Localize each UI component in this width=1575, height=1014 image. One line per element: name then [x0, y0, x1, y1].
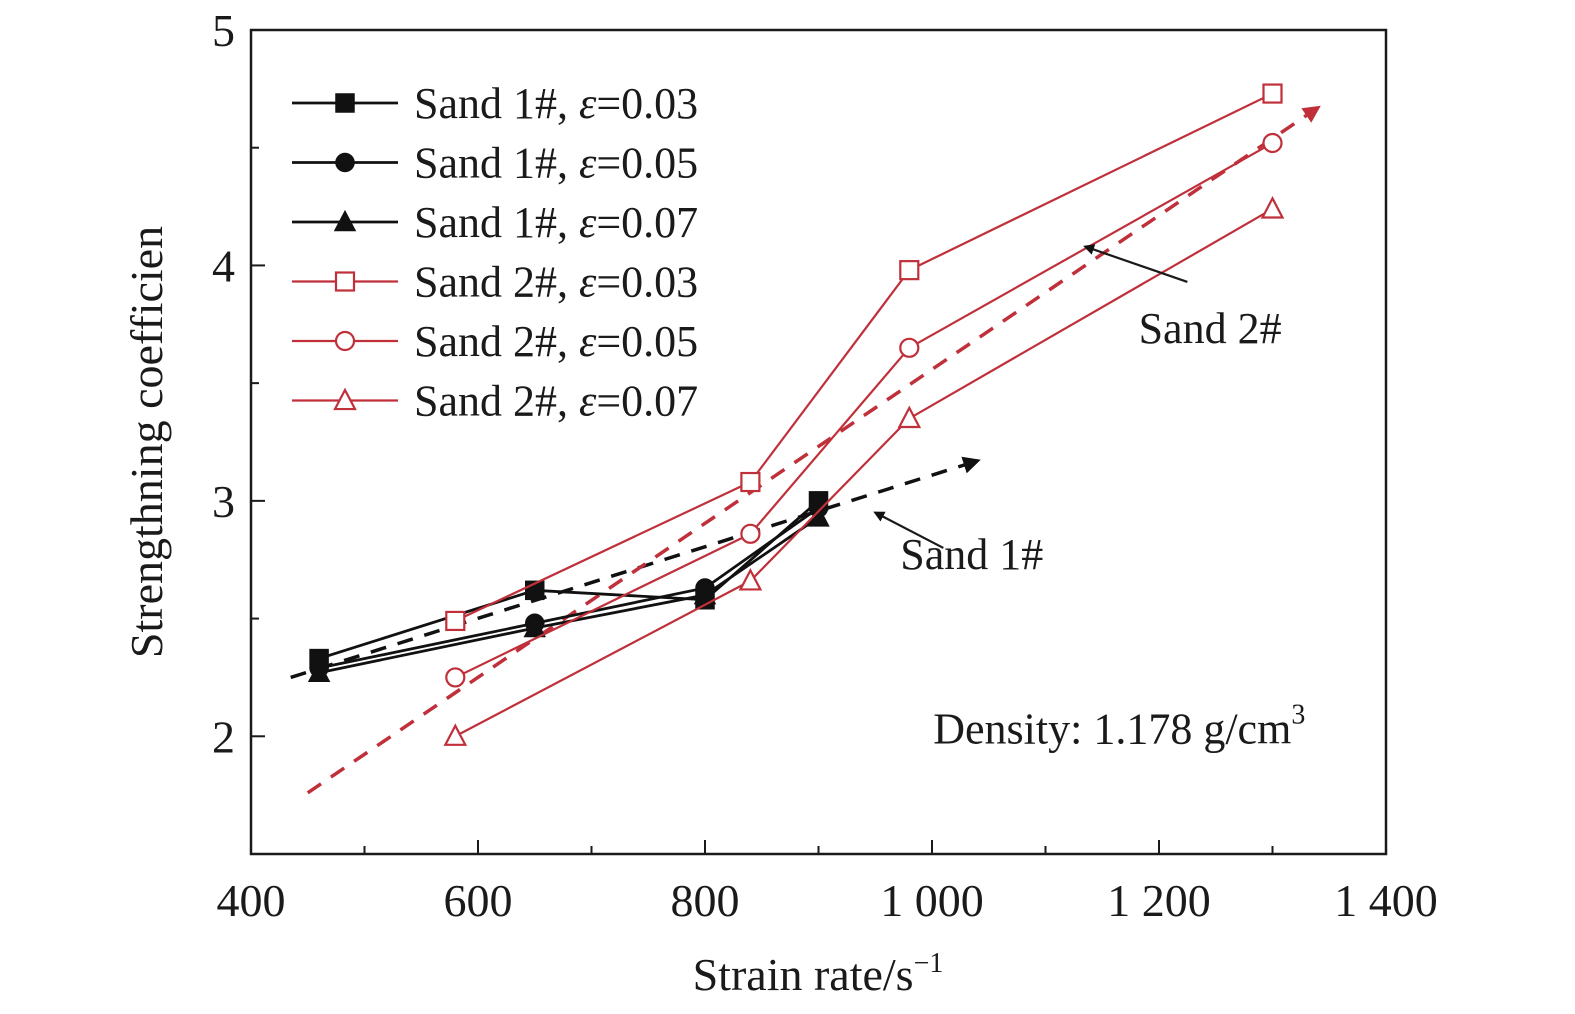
legend-marker — [334, 330, 356, 352]
data-point — [740, 471, 761, 493]
legend-label: Sand 2#, ε=0.03 — [414, 258, 698, 307]
data-point — [899, 260, 920, 281]
annotation-label: Sand 1# — [900, 530, 1043, 579]
annotation-label: Density: 1.178 g/cm3 — [933, 699, 1305, 753]
annotation-label: Sand 2# — [1139, 304, 1282, 353]
annotations: Sand 2# Sand 1# Density: 1.178 g/cm3 — [873, 244, 1305, 753]
data-point — [523, 615, 546, 638]
data-point — [1262, 132, 1283, 154]
x-tick-label: 800 — [671, 875, 740, 926]
y-tick-label: 2 — [212, 711, 235, 762]
data-point — [740, 523, 761, 544]
y-tick-label: 4 — [212, 240, 235, 291]
legend: Sand 1#, ε=0.03 Sand 1#, ε=0.05 Sand 1#, ε… — [292, 79, 698, 426]
legend-entry: Sand 2#, ε=0.03 — [292, 258, 698, 307]
legend-marker — [333, 209, 357, 232]
data-point — [1262, 83, 1283, 104]
data-point — [307, 660, 331, 683]
legend-marker — [335, 93, 355, 113]
x-tick-label: 400 — [217, 875, 286, 926]
legend-marker — [335, 152, 355, 173]
legend-entry: Sand 1#, ε=0.03 — [292, 79, 698, 128]
x-tick-label: 1 400 — [1334, 875, 1438, 926]
legend-marker — [333, 387, 357, 411]
data-point — [1260, 196, 1285, 219]
series-line — [454, 207, 1274, 738]
legend-marker — [334, 271, 356, 292]
series-line — [318, 499, 820, 660]
y-tick-label: 3 — [212, 476, 235, 527]
trend-line-sand1 — [290, 456, 981, 680]
annotation-arrow — [873, 511, 944, 549]
axis-ticks: 400 600 800 1 000 1 200 1 400 2 3 4 5 — [212, 5, 1438, 926]
data-point — [445, 667, 466, 688]
x-tick-label: 1 200 — [1107, 875, 1211, 926]
data-point — [899, 337, 920, 358]
data-point — [738, 567, 763, 591]
legend-entry: Sand 1#, ε=0.07 — [292, 198, 698, 247]
series-3 — [307, 505, 830, 683]
legend-label: Sand 1#, ε=0.03 — [414, 79, 698, 128]
legend-label: Sand 1#, ε=0.05 — [414, 139, 698, 188]
legend-label: Sand 2#, ε=0.05 — [414, 317, 698, 366]
legend-entry: Sand 2#, ε=0.05 — [292, 317, 698, 366]
series-line — [318, 506, 820, 670]
legend-entry: Sand 2#, ε=0.07 — [292, 377, 698, 426]
series-6 — [443, 196, 1285, 746]
x-axis-label: Strain rate/s−1 — [693, 948, 944, 1000]
x-tick-label: 1 000 — [880, 875, 984, 926]
series-line — [318, 516, 820, 675]
trend-lines — [290, 105, 1321, 795]
y-tick-label: 5 — [212, 5, 235, 56]
legend-label: Sand 2#, ε=0.07 — [414, 377, 698, 426]
series-line — [454, 92, 1273, 622]
data-point — [897, 405, 922, 429]
annotation-arrow — [1083, 244, 1188, 283]
legend-label: Sand 1#, ε=0.07 — [414, 198, 698, 247]
trend-line-sand2 — [306, 105, 1321, 795]
y-axis-label: Strengthning coefficien — [121, 226, 172, 658]
data-point — [443, 723, 468, 746]
x-tick-label: 600 — [444, 875, 513, 926]
legend-entry: Sand 1#, ε=0.05 — [292, 139, 698, 188]
data-point — [445, 610, 466, 632]
data-series — [307, 83, 1285, 746]
series-4 — [445, 83, 1283, 632]
